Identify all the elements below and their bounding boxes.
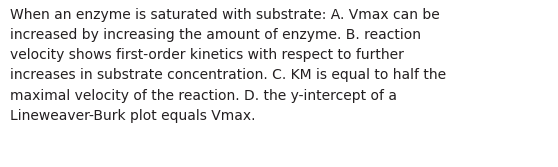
Text: When an enzyme is saturated with substrate: A. Vmax can be
increased by increasi: When an enzyme is saturated with substra…: [10, 8, 446, 123]
